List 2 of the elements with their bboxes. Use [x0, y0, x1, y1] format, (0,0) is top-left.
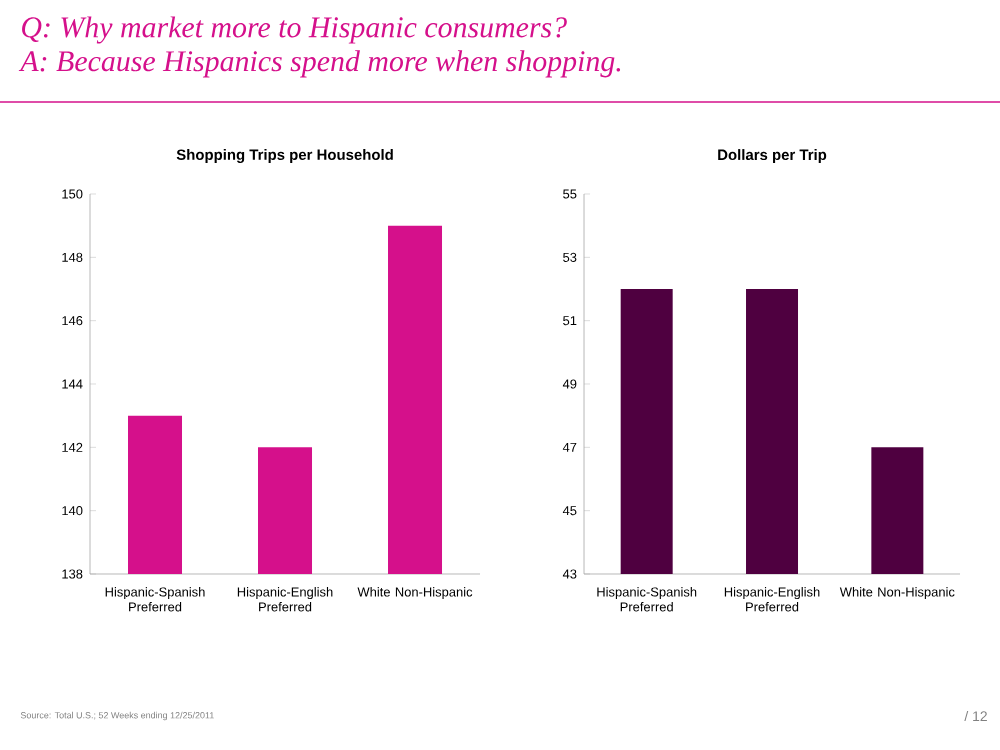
text: A: Because Hispanics spend more when shopping.	[18, 50, 621, 78]
text: Q: Why market more to Hispanic consumers?	[22, 16, 567, 44]
